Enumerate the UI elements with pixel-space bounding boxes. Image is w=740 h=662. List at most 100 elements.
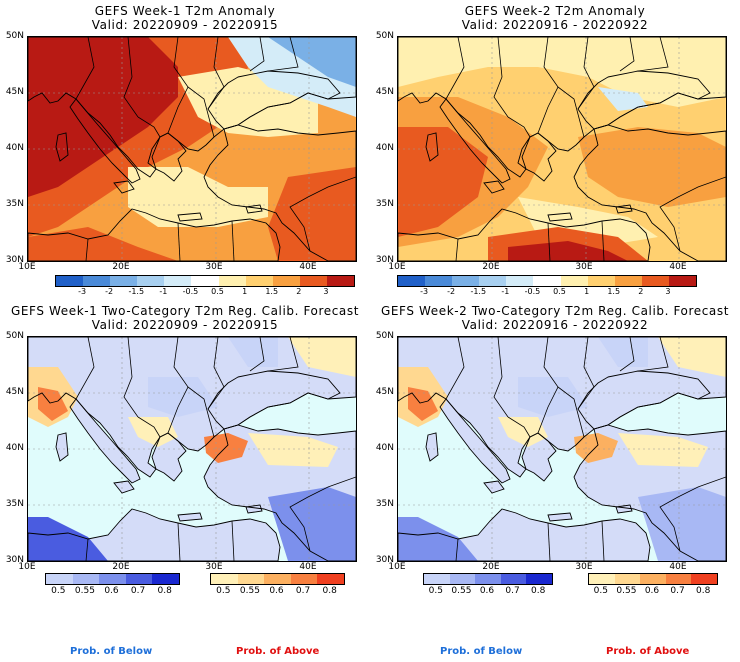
colorbar-label: 0.8 [531,586,546,596]
colorbar-swatch [211,574,238,584]
country-border [577,37,595,110]
colorbar-label: 0.8 [322,586,337,596]
coastline [577,370,711,430]
lat-label: 40N [375,143,394,153]
colorbar-label: 0.6 [479,586,495,596]
lat-label: 35N [5,199,24,209]
colorbar-label: 0.7 [130,586,146,596]
colorbar-label: 1.5 [607,287,621,296]
prob-below-field [598,337,648,367]
coastline [28,508,281,561]
colorbar-label: 0.55 [451,586,472,596]
colorbar-swatch [272,276,300,286]
colorbar-swatch [640,574,666,584]
country-border [455,238,459,261]
colorbar-swatch [506,276,534,286]
colorbar-label: 0.6 [269,586,284,596]
lon-label: 40E [299,262,317,272]
colorbar-swatch [137,276,165,286]
country-border [231,520,235,561]
prob-above-field [498,417,548,447]
country-border [85,538,89,561]
colorbar-label: 1.5 [265,287,279,296]
colorbar-label: 1 [584,287,590,296]
colorbar-swatch [452,276,480,286]
anomaly-field [28,227,178,261]
lon-label: 30E [575,262,593,272]
lon-label: 30E [205,562,223,572]
country-border [123,37,139,118]
lat-label: 35N [375,499,394,509]
coastline [521,132,557,182]
coastline [69,398,141,484]
lat-label: 50N [375,31,394,41]
lat-label: 40N [375,443,394,453]
lon-label: 40E [669,562,687,572]
country-border [601,520,605,561]
colorbar-label: -1.5 [470,287,487,296]
prob-below-colorbar [45,573,180,585]
lat-label: 45N [5,387,24,397]
colorbar-swatch [46,574,73,584]
panel-valid-dates: Valid: 20220909 - 20220915 [91,318,279,332]
colorbar-label: -1 [501,287,510,296]
lat-label: 30N [375,555,394,565]
colorbar-swatch [237,574,265,584]
coastline [573,124,726,261]
colorbar-label: 0.55 [616,586,637,596]
lat-label: 50N [375,331,394,341]
colorbar-swatch [475,574,501,584]
panel-week2-anomaly: GEFS Week-2 T2m Anomaly Valid: 20220916 … [370,0,740,300]
country-border [187,86,215,138]
lon-label: 40E [299,562,317,572]
prob-above-field [204,433,248,463]
land-field [114,481,134,493]
country-border [619,37,635,72]
land-field [484,481,504,493]
colorbar-swatch [641,276,669,286]
colorbar-label: 0.5 [428,586,443,596]
colorbar-swatch [72,574,100,584]
lon-label: 10E [18,562,36,572]
coastline [547,512,573,522]
colorbar-swatch [587,276,615,286]
anomaly-field [508,241,628,261]
lat-label: 30N [375,255,394,265]
colorbar-swatch [125,574,153,584]
country-border [659,476,726,552]
coastline [245,504,263,514]
country-border [507,416,531,438]
colorbar-swatch [264,574,291,584]
country-border [557,386,585,438]
coastline [483,180,505,194]
prob-below-field [398,517,478,561]
coastline [547,212,573,222]
colorbar-swatch [152,574,179,584]
colorbar-swatch [218,276,246,286]
lat-label: 35N [5,499,24,509]
country-border [123,337,139,418]
colorbar-swatch [449,574,476,584]
country-border [289,476,356,552]
lon-label: 20E [112,562,130,572]
panel-title: GEFS Week-2 T2m Anomaly [464,4,646,18]
coastline [577,70,711,130]
colorbar-swatch [191,276,219,286]
coastline [425,132,439,162]
coastline [615,204,633,214]
lat-label: 40N [5,443,24,453]
colorbar-label: 0.5 [553,287,566,296]
colorbar-label: 0.7 [295,586,311,596]
colorbar-swatch [614,574,641,584]
colorbar-label: -1 [159,287,168,296]
prob-above-field [128,417,178,447]
colorbar-swatch [533,276,561,286]
lat-label: 45N [375,87,394,97]
colorbar-swatch [614,276,642,286]
colorbar-swatch [479,276,507,286]
prob-below-title: Prob. of Below [440,646,523,657]
anomaly-field [598,87,648,111]
colorbar-swatch [56,276,84,286]
map-svg [398,37,726,261]
prob-above-field [574,433,618,463]
